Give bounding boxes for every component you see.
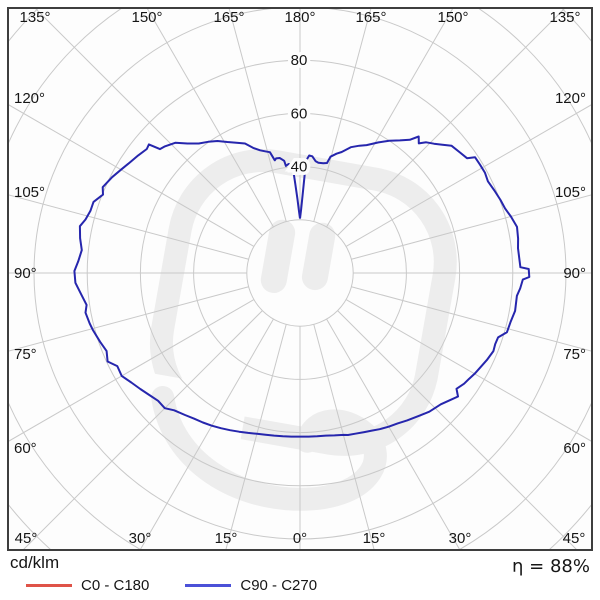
gamma-label-left-15°: 15° — [215, 530, 238, 547]
legend-label-c90-c270: C90 - C270 — [240, 577, 318, 594]
watermark-tail — [151, 385, 387, 511]
grid-ray-105 — [351, 194, 591, 260]
grid-ray-315 — [23, 310, 263, 549]
watermark-prong-right — [301, 222, 336, 291]
unit-label: cd/klm — [10, 553, 60, 572]
gamma-label-right-15°: 15° — [363, 530, 386, 547]
grid-ray-30 — [326, 318, 460, 549]
grid-ray-15 — [313, 324, 375, 549]
gamma-label-left-75°: 75° — [14, 346, 37, 363]
grid-ray-60 — [345, 299, 591, 442]
gamma-label-right-60°: 60° — [563, 440, 586, 457]
grid-ray-300 — [9, 299, 255, 442]
gamma-label-right-105°: 105° — [555, 184, 586, 201]
grid-ray-225 — [35, 9, 263, 236]
gamma-label-right-30°: 30° — [449, 530, 472, 547]
legend-swatch-c0-c180 — [26, 584, 72, 587]
grid-ray-195 — [228, 9, 287, 222]
gamma-label-right-0°: 0° — [293, 530, 307, 547]
radial-label-60: 60 — [291, 105, 308, 122]
gamma-label-right-135°: 135° — [549, 9, 580, 26]
gamma-label-left-135°: 135° — [19, 9, 50, 26]
gamma-label-left-105°: 105° — [14, 184, 45, 201]
gamma-label-right-120°: 120° — [555, 90, 586, 107]
grid-ray-345 — [225, 324, 287, 549]
gamma-label-left-90°: 90° — [14, 265, 37, 282]
gamma-label-right-90°: 90° — [563, 265, 586, 282]
radial-label-40: 40 — [291, 159, 308, 176]
legend-swatch-c90-c270 — [185, 584, 232, 587]
gamma-label-left-165°: 165° — [213, 9, 244, 26]
legend: C0 - C180 C90 - C270 — [26, 577, 353, 594]
gamma-label-left-120°: 120° — [14, 90, 45, 107]
efficiency-value: η = 88% — [512, 556, 590, 577]
grid-ray-330 — [140, 318, 274, 549]
grid-ray-150 — [326, 9, 453, 228]
grid-ray-285 — [9, 286, 249, 352]
grid-ray-120 — [345, 104, 591, 247]
gamma-label-right-165°: 165° — [355, 9, 386, 26]
grid-ray-45 — [337, 310, 577, 549]
gamma-label-right-45°: 45° — [563, 530, 586, 547]
grid-ray-240 — [9, 104, 255, 247]
watermark-prong-left — [260, 219, 296, 293]
gamma-label-right-75°: 75° — [563, 346, 586, 363]
gamma-label-left-45°: 45° — [15, 530, 38, 547]
grid-ray-210 — [147, 9, 274, 228]
legend-label-c0-c180: C0 - C180 — [81, 577, 150, 594]
grid-ray-75 — [351, 286, 591, 352]
watermark-logo — [102, 149, 457, 511]
gamma-label-right-150°: 150° — [437, 9, 468, 26]
grid-ray-255 — [9, 194, 249, 260]
curve-C90-C270 — [73, 135, 531, 438]
gamma-label-left-60°: 60° — [14, 440, 37, 457]
gamma-label-left-30°: 30° — [129, 530, 152, 547]
grid-ray-135 — [337, 9, 565, 236]
gamma-label-right-180°: 180° — [284, 9, 315, 26]
chart-footer: cd/klm η = 88% C0 - C180 C90 - C270 — [0, 550, 600, 600]
plot-border — [7, 7, 593, 551]
grid-ray-165 — [313, 9, 372, 222]
radial-label-80: 80 — [291, 52, 308, 69]
gamma-label-left-150°: 150° — [131, 9, 162, 26]
watermark-ring — [149, 149, 457, 456]
